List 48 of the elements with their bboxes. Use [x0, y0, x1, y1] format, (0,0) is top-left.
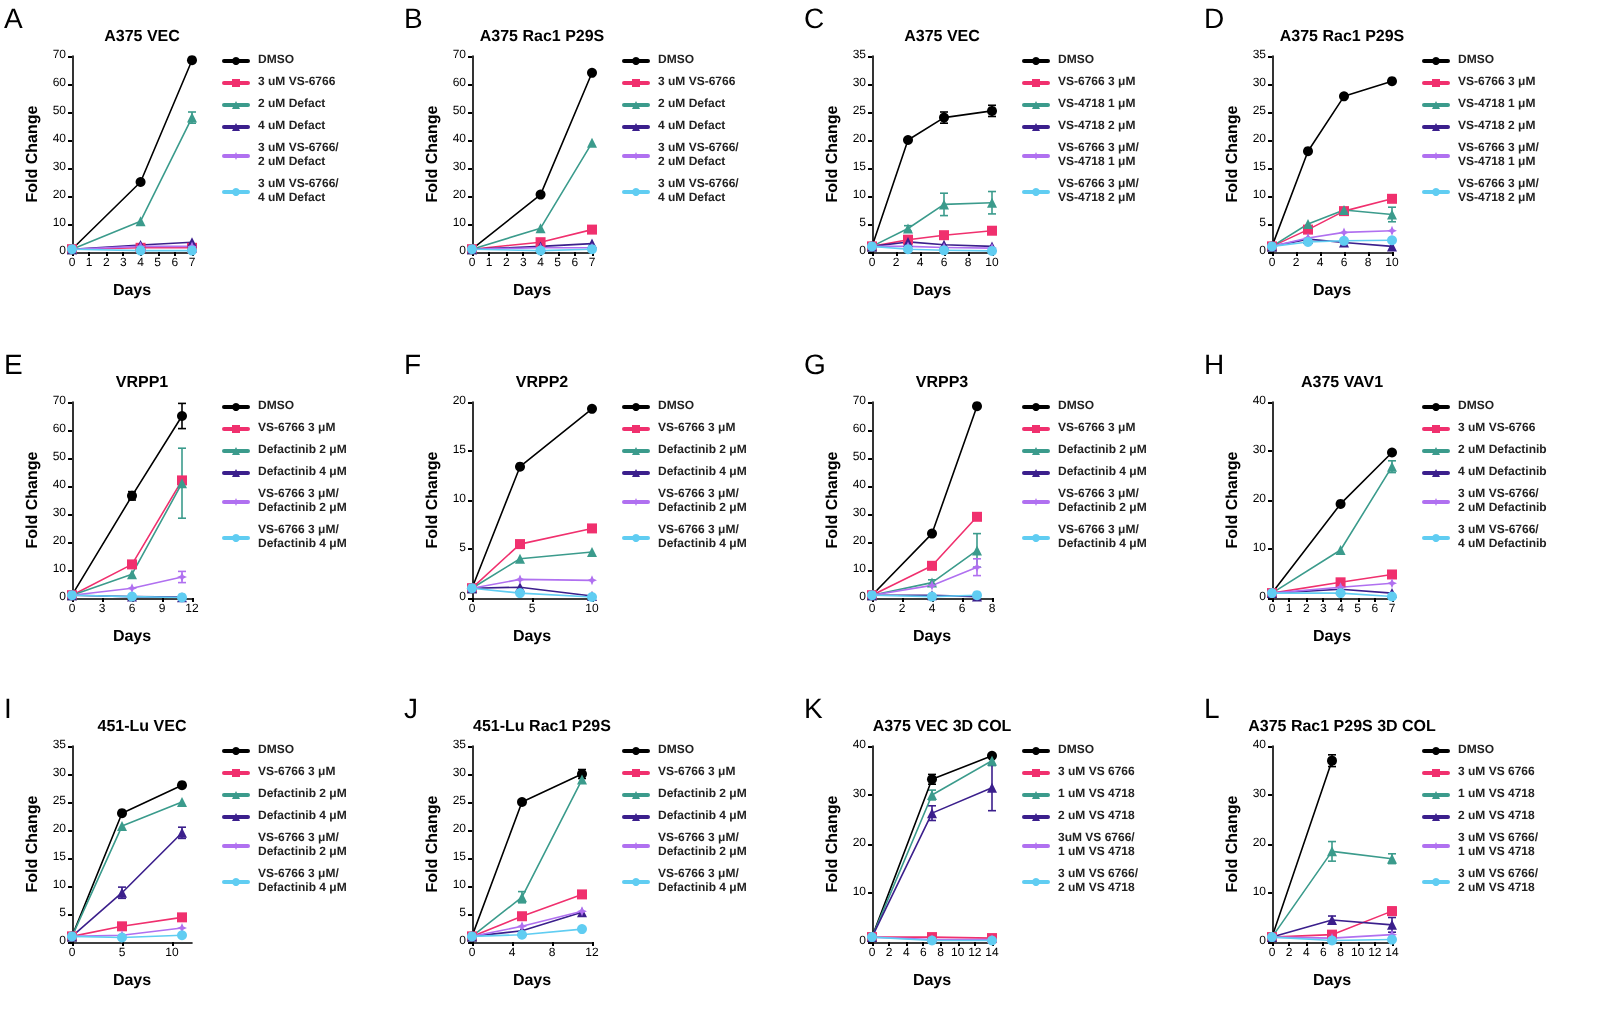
x-axis-title: Days — [912, 626, 953, 645]
text: L — [1204, 692, 1220, 725]
x-axis-title: Days — [512, 281, 553, 299]
y-axis-title: Fold Change — [423, 104, 441, 203]
y-axis-title: Fold Change — [823, 449, 841, 548]
text: A — [4, 2, 24, 34]
chart-title: VRPP1 — [115, 372, 170, 391]
chart-title: VRPP2 — [515, 372, 570, 391]
text: E — [4, 347, 23, 380]
x-axis-title: Days — [512, 971, 553, 990]
text: I — [4, 692, 12, 725]
text: G — [804, 347, 826, 380]
x-axis-title: Days — [112, 281, 153, 299]
y-axis-title: Fold Change — [423, 449, 441, 548]
chart-title: A375 Rac1 P29S 3D COL — [1248, 717, 1437, 736]
text: J — [404, 692, 418, 725]
text: H — [1204, 347, 1225, 380]
chart-title: 451-Lu Rac1 P29S — [473, 717, 613, 736]
chart-title: VRPP3 — [915, 372, 970, 391]
chart-title: A375 VEC — [904, 27, 981, 45]
text: F — [404, 347, 422, 380]
text: D — [1204, 2, 1225, 34]
chart-title: A375 VEC — [104, 27, 181, 45]
y-axis-title: Fold Change — [423, 795, 441, 894]
y-axis-title: Fold Change — [1223, 104, 1241, 203]
y-axis-title: Fold Change — [823, 795, 841, 894]
chart-title: A375 VEC 3D COL — [872, 717, 1012, 736]
text: K — [804, 692, 824, 725]
x-axis-title: Days — [1312, 281, 1353, 299]
x-axis-title: Days — [112, 971, 153, 990]
x-axis-title: Days — [912, 281, 953, 299]
y-axis-title: Fold Change — [823, 104, 841, 203]
x-axis-title: Days — [912, 971, 953, 990]
y-axis-title: Fold Change — [23, 795, 41, 894]
y-axis-title: Fold Change — [23, 104, 41, 203]
x-axis-title: Days — [112, 626, 153, 645]
y-axis-title: Fold Change — [23, 449, 41, 548]
text: C — [804, 2, 825, 34]
x-axis-title: Days — [1312, 971, 1353, 990]
chart-title: A375 Rac1 P29S — [479, 27, 606, 45]
x-axis-title: Days — [1312, 626, 1353, 645]
chart-title: A375 Rac1 P29S — [1279, 27, 1406, 45]
x-axis-title: Days — [512, 626, 553, 645]
y-axis-title: Fold Change — [1223, 449, 1241, 548]
y-axis-title: Fold Change — [1223, 795, 1241, 894]
chart-title: A375 VAV1 — [1300, 372, 1385, 391]
text: B — [404, 2, 423, 34]
chart-title: 451-Lu VEC — [97, 717, 187, 736]
